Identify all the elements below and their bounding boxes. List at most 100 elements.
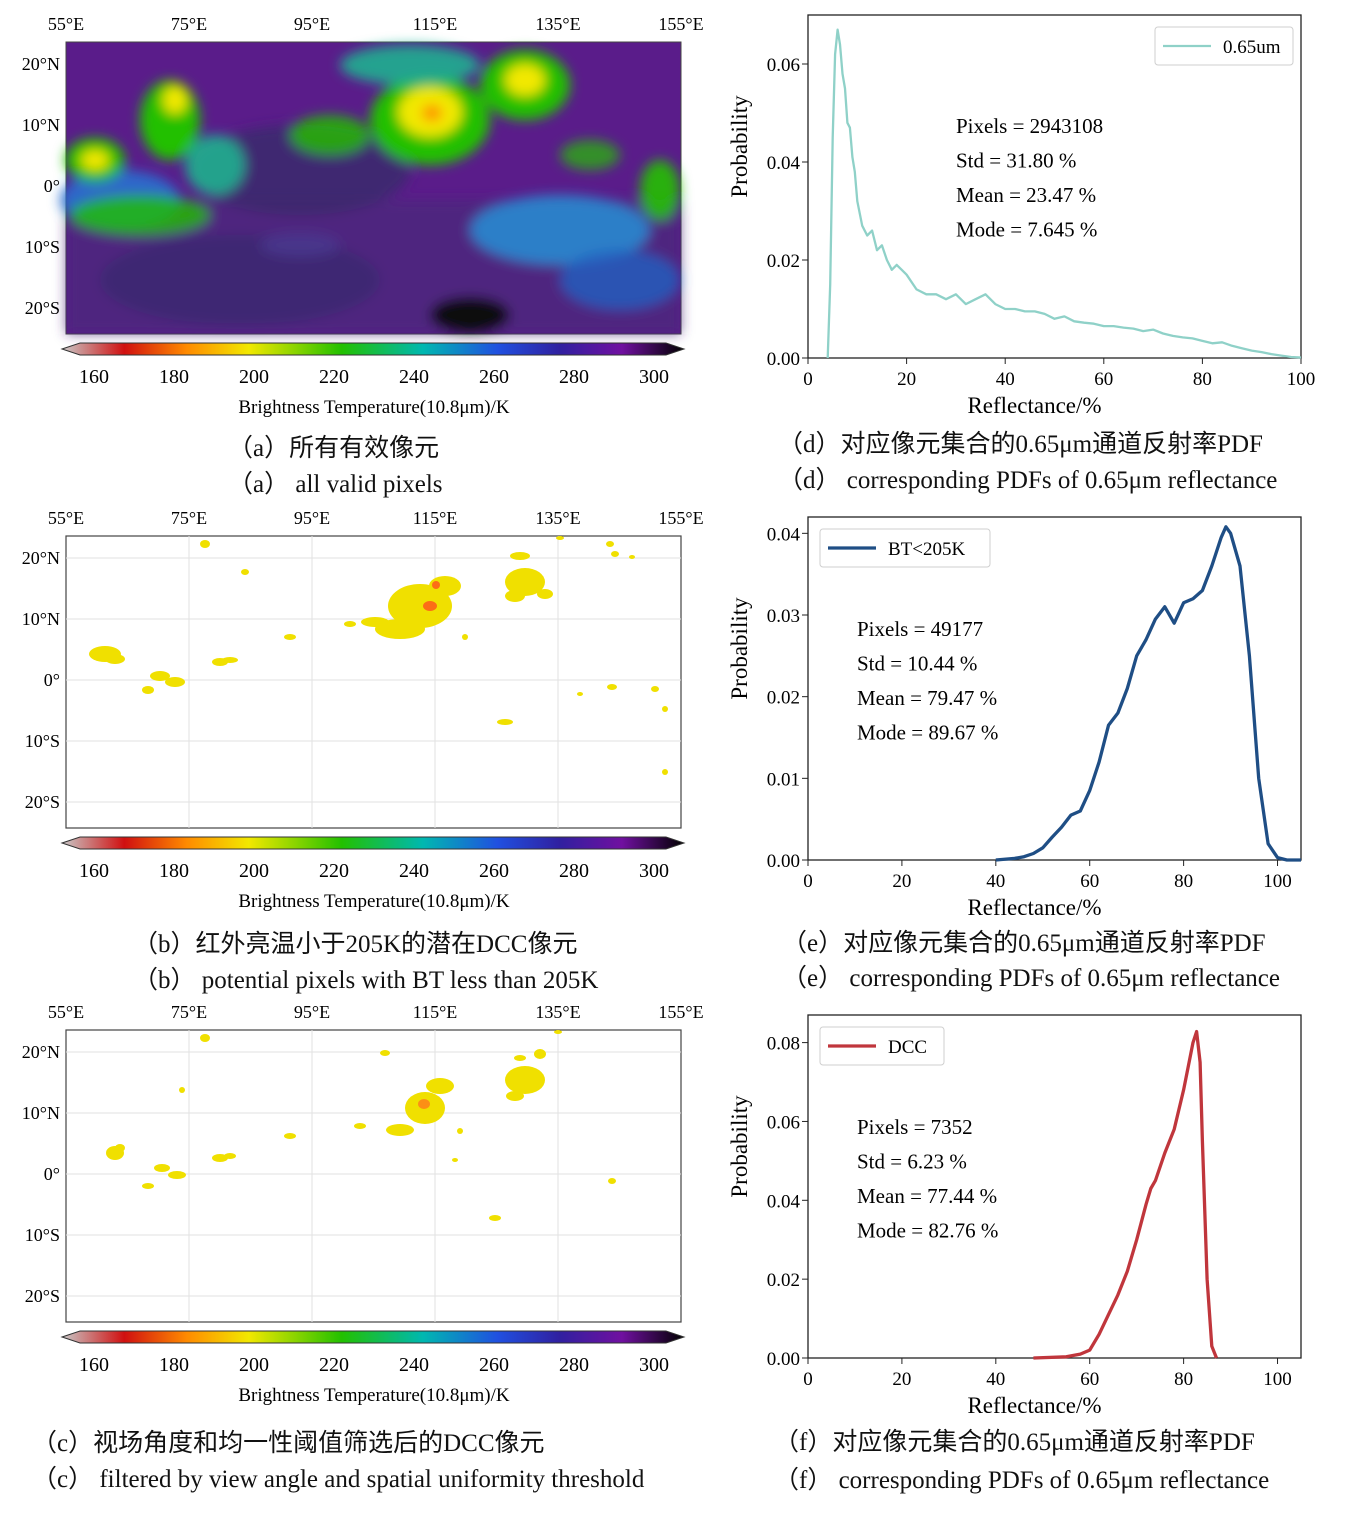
- stat-annotation: Mean = 77.44 %: [857, 1184, 997, 1208]
- x-tick-label: 20: [897, 369, 916, 390]
- colorbar-tick: 260: [479, 860, 509, 882]
- colorbar-tick: 260: [479, 366, 509, 388]
- lat-label: 20°N: [22, 54, 60, 74]
- lon-label: 55°E: [48, 508, 84, 528]
- y-tick-label: 0.08: [767, 1034, 800, 1055]
- lon-label: 135°E: [535, 14, 580, 34]
- lat-label: 0°: [44, 670, 60, 690]
- pdf-chart-e: 0 20 40 60 80 100 0.00 0.01 0.02 0.03 0.04 Reflecta…: [727, 516, 1302, 920]
- dcc-pixels-c: [106, 1030, 616, 1221]
- map-frame-b: [65, 535, 682, 829]
- dcc-pixels-b: [89, 536, 668, 775]
- bt-field-a: [60, 45, 681, 334]
- colorbar-ticks-c: 160 180 200 220 240 260 280 300: [79, 1354, 669, 1376]
- colorbar-tick: 220: [319, 1354, 349, 1376]
- lon-label: 75°E: [171, 14, 207, 34]
- lat-label: 10°N: [22, 115, 60, 135]
- colorbar-tick: 180: [159, 366, 189, 388]
- lat-label: 0°: [44, 1164, 60, 1184]
- colorbar-tick: 300: [639, 860, 669, 882]
- x-tick-label: 0: [803, 871, 813, 892]
- lon-label: 135°E: [535, 1002, 580, 1022]
- stat-annotation: Pixels = 49177: [857, 617, 983, 641]
- lat-label: 20°S: [25, 792, 60, 812]
- lon-label: 155°E: [658, 1002, 703, 1022]
- stat-annotation: Std = 6.23 %: [857, 1150, 967, 1174]
- x-tick-label: 60: [1094, 369, 1113, 390]
- map-panel-c: 55°E 75°E 95°E 115°E 135°E 155°E 20°N 10…: [22, 1002, 704, 1406]
- colorbar-tick: 200: [239, 1354, 269, 1376]
- y-tick-label: 0.06: [767, 55, 800, 76]
- lat-label: 0°: [44, 176, 60, 196]
- caption-en-a: （a） all valid pixels: [228, 471, 443, 498]
- lon-labels-b: 55°E 75°E 95°E 115°E 135°E 155°E: [48, 508, 704, 528]
- y-axis-label: Probability: [727, 597, 752, 700]
- map-frame-c: [65, 1029, 682, 1323]
- lat-label: 10°N: [22, 1103, 60, 1123]
- caption-en-d: （d） corresponding PDFs of 0.65μm reflect…: [778, 467, 1278, 494]
- caption-cn-d: （d）对应像元集合的0.65μm通道反射率PDF: [778, 431, 1263, 458]
- x-tick-label: 60: [1080, 1369, 1099, 1390]
- y-axis-label: Probability: [727, 1095, 752, 1198]
- x-tick-label: 60: [1080, 871, 1099, 892]
- x-axis-label: Reflectance/%: [967, 1393, 1101, 1418]
- stat-annotation: Mode = 7.645 %: [956, 218, 1097, 242]
- x-tick-label: 100: [1263, 871, 1292, 892]
- lon-labels-c: 55°E 75°E 95°E 115°E 135°E 155°E: [48, 1002, 704, 1022]
- colorbar-tick: 180: [159, 1354, 189, 1376]
- stat-annotation: Mode = 89.67 %: [857, 721, 998, 745]
- caption-cn-c: （c）视场角度和均一性阈值筛选后的DCC像元: [32, 1430, 545, 1457]
- y-tick-label: 0.04: [767, 524, 801, 545]
- colorbar-b: [60, 836, 686, 850]
- caption-cn-f: （f）对应像元集合的0.65μm通道反射率PDF: [774, 1429, 1255, 1456]
- caption-en-b: （b） potential pixels with BT less than 2…: [133, 967, 599, 994]
- stat-annotation: Std = 31.80 %: [956, 149, 1076, 173]
- stat-annotation: Std = 10.44 %: [857, 652, 977, 676]
- lat-label: 20°N: [22, 1042, 60, 1062]
- caption-cn-e: （e）对应像元集合的0.65μm通道反射率PDF: [782, 930, 1266, 957]
- legend-label: BT<205K: [888, 539, 965, 560]
- colorbar-a: [60, 342, 686, 356]
- series-line: [1033, 1029, 1219, 1360]
- x-tick-label: 0: [803, 369, 813, 390]
- y-tick-label: 0.04: [767, 153, 801, 174]
- y-axis-label: Probability: [727, 95, 752, 198]
- lon-labels-a: 55°E 75°E 95°E 115°E 135°E 155°E: [48, 14, 704, 34]
- lat-label: 10°N: [22, 609, 60, 629]
- colorbar-tick: 160: [79, 366, 109, 388]
- lon-label: 55°E: [48, 1002, 84, 1022]
- colorbar-tick: 280: [559, 1354, 589, 1376]
- plot-frame: [807, 14, 1302, 359]
- lon-label: 135°E: [535, 508, 580, 528]
- map-panel-a: 55°E 75°E 95°E 115°E 135°E 155°E 20°N 10…: [22, 14, 704, 418]
- x-tick-label: 100: [1287, 369, 1316, 390]
- colorbar-tick: 260: [479, 1354, 509, 1376]
- lat-label: 10°S: [25, 731, 60, 751]
- lon-label: 155°E: [658, 508, 703, 528]
- y-tick-label: 0.00: [767, 349, 800, 370]
- caption-cn-a: （a）所有有效像元: [228, 435, 440, 462]
- colorbar-tick: 300: [639, 1354, 669, 1376]
- x-tick-label: 100: [1263, 1369, 1292, 1390]
- legend-box: [1154, 26, 1294, 66]
- lon-label: 95°E: [294, 1002, 330, 1022]
- x-tick-label: 40: [986, 1369, 1005, 1390]
- lat-label: 20°S: [25, 298, 60, 318]
- colorbar-tick: 280: [559, 860, 589, 882]
- y-tick-label: 0.06: [767, 1112, 800, 1133]
- colorbar-ticks-b: 160 180 200 220 240 260 280 300: [79, 860, 669, 882]
- lon-label: 75°E: [171, 1002, 207, 1022]
- dcc-cold-cores-c: [418, 1099, 430, 1109]
- lon-label: 95°E: [294, 14, 330, 34]
- y-tick-label: 0.00: [767, 1349, 800, 1370]
- y-tick-label: 0.03: [767, 606, 800, 627]
- y-tick-label: 0.00: [767, 851, 800, 872]
- lon-label: 155°E: [658, 14, 703, 34]
- lon-label: 55°E: [48, 14, 84, 34]
- colorbar-label: Brightness Temperature(10.8μm)/K: [238, 397, 510, 418]
- lat-label: 20°N: [22, 548, 60, 568]
- series-line: [826, 28, 1302, 359]
- lat-label: 10°S: [25, 1225, 60, 1245]
- caption-en-e: （e） corresponding PDFs of 0.65μm reflect…: [782, 965, 1280, 992]
- y-tick-label: 0.01: [767, 769, 800, 790]
